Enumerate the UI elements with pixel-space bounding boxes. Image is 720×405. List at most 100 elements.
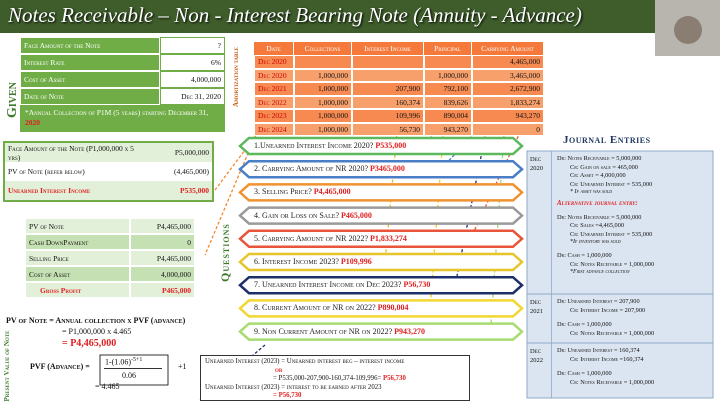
table-cell: 109,996 <box>352 109 424 123</box>
journal-divider <box>551 151 552 294</box>
table-cell: 1,833,274 <box>472 95 544 109</box>
pvf-result: = 4.465 <box>95 382 120 391</box>
pvf-plus: +1 <box>178 362 187 371</box>
table-cell: P4,465,000 <box>130 250 195 266</box>
slide-title: Notes Receivable – Non - Interest Bearin… <box>8 3 582 27</box>
table-cell: 6% <box>160 54 225 71</box>
question-arrow <box>238 206 524 225</box>
question: 8. Current Amount of NR on 2022? P890,00… <box>254 303 409 312</box>
vertical-label: Amortization table <box>232 46 240 108</box>
journal-title: Journal Entries <box>563 134 651 146</box>
table-cell: 943,270 <box>472 109 544 123</box>
table-cell <box>352 68 424 82</box>
question-arrow <box>238 229 524 249</box>
journal-line: Cr: Sales =4,465,000 <box>570 222 625 230</box>
journal-date: Dec 2020 <box>530 156 543 172</box>
journal-line: Cr: Unearned Interest = 535,000 <box>570 180 653 188</box>
table-cell: ? <box>160 37 225 54</box>
journal-line: Dr: Cash = 1,000,000 <box>557 252 612 259</box>
table-cell: Dec 2022 <box>254 95 294 109</box>
unearned-text: = P56,730 <box>273 392 302 399</box>
question-text: 8. Current Amount of NR on 2022? <box>254 303 378 313</box>
question-answer: P3465,000 <box>370 164 405 174</box>
question-text: 3. Selling Price? <box>254 187 314 197</box>
question-answer: P4,465,000 <box>313 187 351 197</box>
table-cell: 1,000,000 <box>294 122 352 136</box>
bracket <box>99 354 169 386</box>
table-cell: 56,730 <box>352 122 424 136</box>
unearned-text: Unearned Interest (2023) = Unearned inte… <box>205 358 405 365</box>
table-cell: 1,000,000 <box>294 95 352 109</box>
unearned-line: = P56,730 <box>205 392 465 401</box>
question-answer: P1,833,274 <box>370 233 407 243</box>
pvf-exponent: -5+1 <box>131 357 143 363</box>
question: 4. Gain or Loss on Sale? P465,000 <box>254 211 372 220</box>
table-cell: 1,000,000 <box>424 68 472 82</box>
table-cell: 0 <box>472 122 544 136</box>
journal-line: *First advance collection <box>570 269 630 276</box>
unearned-line: = P535,000-207,900-160,374-109,996= P56,… <box>205 375 465 384</box>
table-cell: Selling Price <box>25 250 130 266</box>
formula-line: = P4,465,000 <box>62 338 117 349</box>
table-cell: 4,000,000 <box>130 266 195 282</box>
table-cell: (4,465,000) <box>145 162 212 181</box>
table-cell: 4,465,000 <box>472 55 544 69</box>
question-arrow <box>238 136 524 156</box>
question-text: 2. Carrying Amount of NR 2020? <box>254 164 371 174</box>
journal-line: Cr: Gain on sale = 465,000 <box>570 163 638 171</box>
unearned-line: Unearned Interest (2023) = interest to b… <box>205 384 465 393</box>
journal-row <box>526 293 714 344</box>
table-cell: Dec 2024 <box>254 122 294 136</box>
question-arrow <box>238 275 524 295</box>
unearned-line: or <box>205 367 465 376</box>
unearned-text: = P535,000-207,900-160,374-109,996= <box>273 375 383 382</box>
fraction-bar <box>104 368 162 369</box>
table-cell <box>294 55 352 69</box>
presenter-head <box>674 16 702 44</box>
journal-line: Cr: Interest Income =160,374 <box>570 355 644 363</box>
question-arrow <box>238 299 524 318</box>
unearned-text: P56,730 <box>383 375 406 382</box>
table-cell: PV of Note <box>25 218 130 234</box>
question: 1.Unearned Interest Income 2020? P535,00… <box>254 141 406 150</box>
question: 7. Unearned Interest Income on Dec 2023?… <box>254 280 430 289</box>
question-answer: P465,000 <box>341 210 372 220</box>
table-cell: PV of Note (refer below) <box>5 162 145 181</box>
table-cell: Unearned Interest Income <box>8 186 91 195</box>
table-cell: 943,270 <box>424 122 472 136</box>
question-answer: P535,000 <box>375 141 407 150</box>
journal-date: Dec 2022 <box>530 348 543 364</box>
question-text: 1.Unearned Interest Income 2020? <box>254 141 376 150</box>
journal-line: Cr: Unearned Interest = 535,000 <box>570 230 653 238</box>
table-cell: Dec 2020 <box>254 68 294 82</box>
question-text: 9. Non Current Amount of NR on 2022? <box>254 326 395 336</box>
journal-line: Cr: Asset = 4,000,000 <box>570 172 626 180</box>
journal-line: Dr: Unearned Interest = 207,900 <box>557 298 640 305</box>
question: 3. Selling Price? P4,465,000 <box>254 187 351 196</box>
table-cell: 2,672,900 <box>472 82 544 96</box>
question-answer: P56,730 <box>403 280 431 290</box>
title-bar <box>0 0 720 33</box>
unearned-box: Unearned Interest (2023) = Unearned inte… <box>200 355 470 401</box>
table-cell: 1,000,000 <box>294 68 352 82</box>
table-cell: Cost of Asset <box>25 266 130 282</box>
table-cell: 1,000,000 <box>294 82 352 96</box>
column-header: Collections <box>294 42 352 55</box>
table-cell: 3,465,000 <box>472 68 544 82</box>
journal-line: Cr: Interest Income = 207,900 <box>570 306 646 314</box>
pvf-numerator: 1-(1.06)-5+1 <box>105 357 142 367</box>
column-header: Principal <box>424 42 472 55</box>
question: 5. Carrying Amount of NR 2022? P1,833,27… <box>254 234 407 243</box>
question-arrow <box>238 183 524 202</box>
journal-divider <box>551 294 552 343</box>
table-cell <box>352 55 424 69</box>
table-cell: 792,100 <box>424 82 472 96</box>
journal-line: Cr: Notes Receivable = 1,000,000 <box>570 329 655 337</box>
pvf-base: 1-(1.06) <box>105 357 131 367</box>
table-cell: Dec 2021 <box>254 82 294 96</box>
table-cell: Cash DownPayment <box>25 234 130 250</box>
table-cell: 839,626 <box>424 95 472 109</box>
journal-row <box>526 150 714 295</box>
journal-line: *If inventory was sold <box>570 239 621 246</box>
